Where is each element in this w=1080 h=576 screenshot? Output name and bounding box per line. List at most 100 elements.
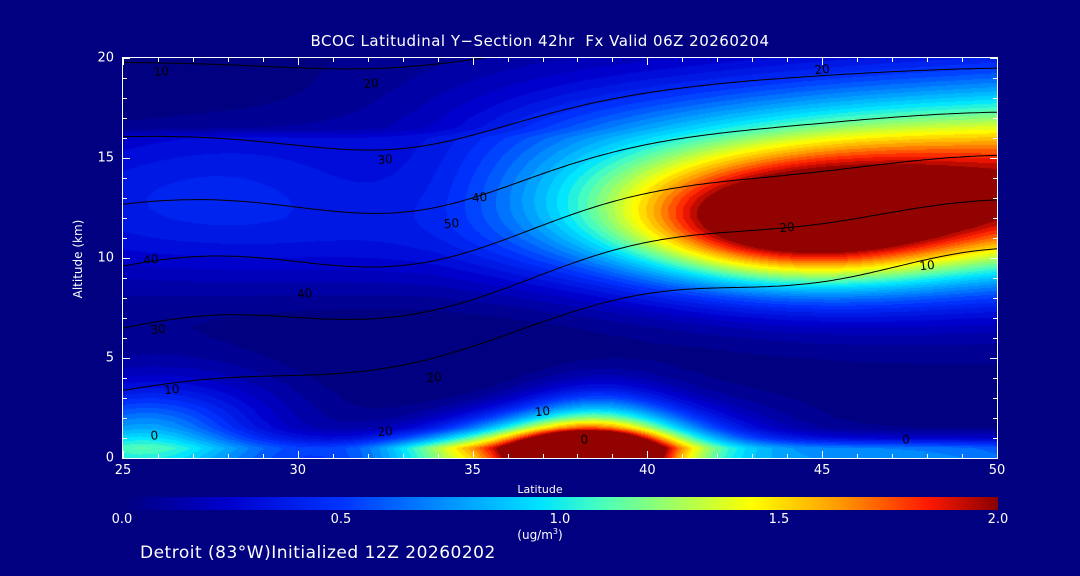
x-tick-mark-top-41	[682, 58, 684, 62]
y-tick-mark-right-10	[990, 258, 997, 259]
y-tick-mark-13	[123, 198, 127, 199]
y-tick-mark-5	[123, 358, 130, 359]
x-tick-mark-top-42	[717, 58, 719, 62]
y-tick-mark-right-13	[993, 198, 997, 199]
x-tick-mark-31	[332, 454, 334, 458]
x-tick-mark-32	[367, 454, 369, 458]
y-tick-15: 15	[97, 150, 114, 166]
x-tick-mark-30	[297, 451, 299, 458]
y-tick-mark-right-4	[993, 378, 997, 379]
y-tick-mark-right-17	[993, 118, 997, 119]
y-tick-mark-right-1	[993, 438, 997, 439]
x-tick-mark-top-44	[787, 58, 789, 62]
y-tick-mark-right-12	[993, 218, 997, 219]
y-tick-mark-19	[123, 78, 127, 79]
x-tick-mark-top-37	[542, 58, 544, 62]
y-tick-mark-16	[123, 138, 127, 139]
y-tick-mark-right-14	[993, 178, 997, 179]
x-tick-mark-42	[717, 454, 719, 458]
y-tick-mark-right-0	[990, 458, 997, 459]
y-tick-mark-right-6	[993, 338, 997, 339]
x-tick-mark-34	[437, 454, 439, 458]
colorbar-tick-1.5: 1.5	[768, 512, 790, 527]
x-tick-mark-top-33	[402, 58, 404, 62]
x-tick-mark-top-38	[577, 58, 579, 62]
y-tick-0: 0	[105, 450, 114, 466]
colorbar-tick-0.0: 0.0	[111, 512, 133, 527]
x-tick-25: 25	[114, 463, 132, 478]
x-tick-mark-48	[927, 454, 929, 458]
x-tick-mark-26	[157, 454, 159, 458]
y-tick-mark-14	[123, 178, 127, 179]
x-tick-30: 30	[289, 463, 307, 478]
heatmap-field	[123, 58, 997, 458]
x-tick-mark-top-35	[472, 58, 474, 65]
footer-label: Detroit (83°W)Initialized 12Z 20260202	[140, 543, 496, 563]
x-tick-mark-36	[507, 454, 509, 458]
y-tick-mark-right-11	[993, 238, 997, 239]
y-tick-mark-right-19	[993, 78, 997, 79]
colorbar	[122, 497, 998, 510]
x-axis-label: Latitude	[517, 483, 563, 496]
y-tick-mark-4	[123, 378, 127, 379]
x-tick-50: 50	[988, 463, 1006, 478]
y-tick-mark-right-3	[993, 398, 997, 399]
y-tick-mark-20	[123, 58, 130, 59]
x-tick-mark-top-46	[857, 58, 859, 62]
x-tick-mark-top-31	[332, 58, 334, 62]
y-tick-mark-3	[123, 398, 127, 399]
x-tick-mark-top-29	[262, 58, 264, 62]
colorbar-units-label: (ug/m3)	[517, 527, 563, 542]
x-tick-mark-27	[192, 454, 194, 458]
x-tick-mark-25	[123, 451, 124, 458]
y-tick-10: 10	[97, 250, 114, 266]
x-tick-mark-top-49	[962, 58, 964, 62]
colorbar-tick-2.0: 2.0	[987, 512, 1009, 527]
colorbar-tick-0.5: 0.5	[330, 512, 352, 527]
x-tick-mark-41	[682, 454, 684, 458]
y-tick-mark-right-5	[990, 358, 997, 359]
x-tick-35: 35	[464, 463, 481, 478]
x-tick-mark-39	[612, 454, 614, 458]
y-tick-mark-17	[123, 118, 127, 119]
x-tick-mark-top-32	[367, 58, 369, 62]
plot-area: 10 20 30 40 50 40 40 30 20 10 10 0 20 0 20 20 10 0	[122, 57, 998, 459]
y-tick-5: 5	[105, 350, 114, 366]
x-tick-mark-44	[787, 454, 789, 458]
x-tick-mark-43	[752, 454, 754, 458]
colorbar-tick-1.0: 1.0	[549, 512, 571, 527]
y-tick-mark-right-18	[993, 98, 997, 99]
x-tick-mark-35	[472, 451, 474, 458]
x-tick-40: 40	[639, 463, 656, 478]
x-tick-mark-38	[577, 454, 579, 458]
x-tick-mark-top-40	[647, 58, 649, 65]
y-tick-mark-right-9	[993, 278, 997, 279]
x-tick-mark-45	[822, 451, 824, 458]
y-tick-mark-right-7	[993, 318, 997, 319]
y-tick-mark-8	[123, 298, 127, 299]
y-tick-mark-0	[123, 458, 130, 459]
x-tick-mark-46	[857, 454, 859, 458]
y-tick-mark-right-8	[993, 298, 997, 299]
x-tick-45: 45	[813, 463, 831, 478]
y-tick-mark-11	[123, 238, 127, 239]
y-tick-mark-right-16	[993, 138, 997, 139]
colorbar-gradient	[122, 497, 998, 510]
y-tick-mark-7	[123, 318, 127, 319]
y-tick-mark-6	[123, 338, 127, 339]
x-tick-mark-top-26	[157, 58, 159, 62]
y-tick-mark-right-2	[993, 418, 997, 419]
y-tick-mark-10	[123, 258, 130, 259]
chart-title: BCOC Latitudinal Y−Section 42hr Fx Valid…	[310, 32, 770, 50]
x-tick-mark-top-47	[892, 58, 894, 62]
x-tick-mark-49	[962, 454, 964, 458]
x-tick-mark-top-48	[927, 58, 929, 62]
x-tick-mark-top-28	[227, 58, 229, 62]
x-tick-mark-top-45	[822, 58, 824, 65]
x-tick-mark-33	[402, 454, 404, 458]
x-tick-mark-top-36	[507, 58, 509, 62]
y-tick-mark-right-20	[990, 58, 997, 59]
x-tick-mark-top-34	[437, 58, 439, 62]
x-tick-mark-50	[997, 451, 998, 458]
